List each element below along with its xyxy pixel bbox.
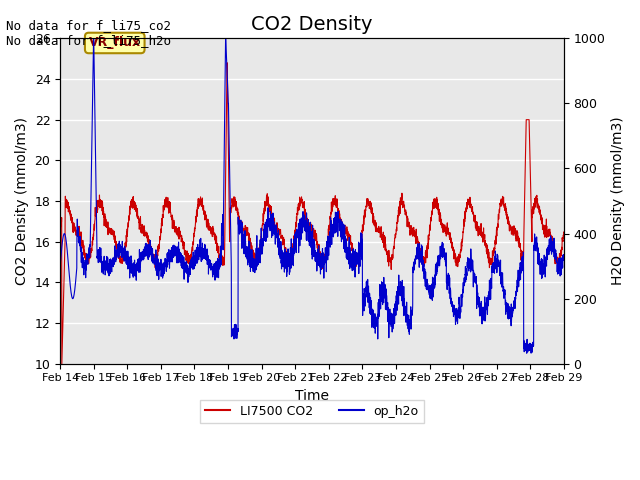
LI7500 CO2 [271, 223, 279, 228]
op_h2o [560, 257, 568, 263]
Y-axis label: CO2 Density (mmol/m3): CO2 Density (mmol/m3) [15, 117, 29, 285]
op_h2o [56, 263, 64, 269]
LI7500 CO2 [58, 361, 66, 367]
op_h2o [496, 266, 504, 272]
LI7500 CO2 [114, 250, 122, 255]
LI7500 CO2 [223, 60, 231, 66]
op_h2o [523, 350, 531, 356]
Line: LI7500 CO2: LI7500 CO2 [60, 63, 564, 364]
op_h2o [144, 254, 152, 260]
LI7500 CO2 [56, 227, 64, 233]
Line: op_h2o: op_h2o [60, 38, 564, 353]
Text: No data for f_li75_co2
No data for f_li75_h2o: No data for f_li75_co2 No data for f_li7… [6, 19, 172, 47]
Y-axis label: H2O Density (mmol/m3): H2O Density (mmol/m3) [611, 117, 625, 285]
LI7500 CO2 [550, 246, 558, 252]
LI7500 CO2 [144, 232, 152, 238]
Text: VR_flux: VR_flux [89, 36, 141, 49]
op_h2o [114, 248, 122, 254]
LI7500 CO2 [496, 200, 504, 206]
LI7500 CO2 [250, 256, 257, 262]
op_h2o [250, 256, 257, 262]
op_h2o [550, 244, 558, 250]
Title: CO2 Density: CO2 Density [252, 15, 372, 34]
X-axis label: Time: Time [295, 389, 329, 403]
op_h2o [271, 241, 279, 247]
Legend: LI7500 CO2, op_h2o: LI7500 CO2, op_h2o [200, 399, 424, 422]
LI7500 CO2 [560, 229, 568, 235]
op_h2o [90, 36, 97, 41]
